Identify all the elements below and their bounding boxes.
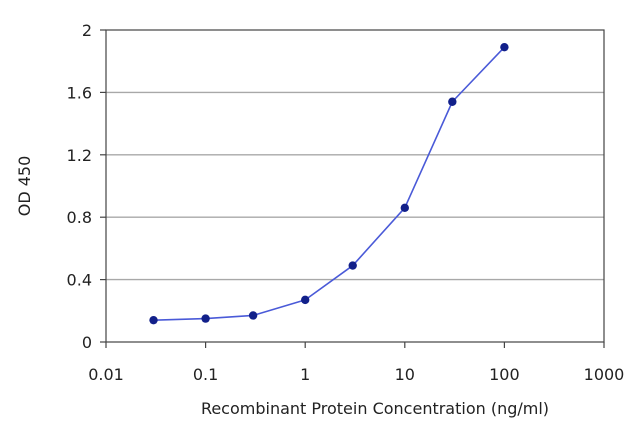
data-point	[149, 315, 158, 325]
gridlines	[106, 91, 604, 281]
series-line	[153, 46, 505, 321]
y-tick-label: 0.8	[67, 208, 92, 227]
y-tick-label: 1.6	[67, 83, 92, 102]
x-tick-label: 100	[489, 365, 520, 384]
data-point	[248, 311, 258, 320]
data-point	[201, 314, 210, 323]
series-layer	[149, 42, 509, 325]
x-tick-label: 10	[395, 365, 415, 384]
data-point	[500, 42, 509, 52]
y-axis-title: OD 450	[15, 156, 34, 217]
x-tick-label: 0.1	[193, 365, 218, 384]
data-point	[301, 295, 310, 305]
x-tick-label: 1000	[584, 365, 625, 384]
y-tick-label: 2	[82, 21, 92, 40]
x-axis-title: Recombinant Protein Concentration (ng/ml…	[201, 399, 549, 418]
x-tick-label: 0.01	[88, 365, 124, 384]
y-tick-label: 1.2	[67, 146, 92, 165]
axis-ticks	[100, 29, 605, 348]
data-point	[448, 97, 457, 106]
tick-labels: 0 0.4 0.8 1.2 1.6 2 0.01 0.1 1 10 100 1000	[67, 21, 625, 384]
x-tick-label: 1	[300, 365, 310, 384]
data-point	[348, 261, 357, 270]
data-point	[400, 203, 409, 213]
plot-area-frame	[105, 29, 605, 343]
y-tick-label: 0	[82, 333, 92, 352]
y-tick-label: 0.4	[67, 271, 92, 290]
